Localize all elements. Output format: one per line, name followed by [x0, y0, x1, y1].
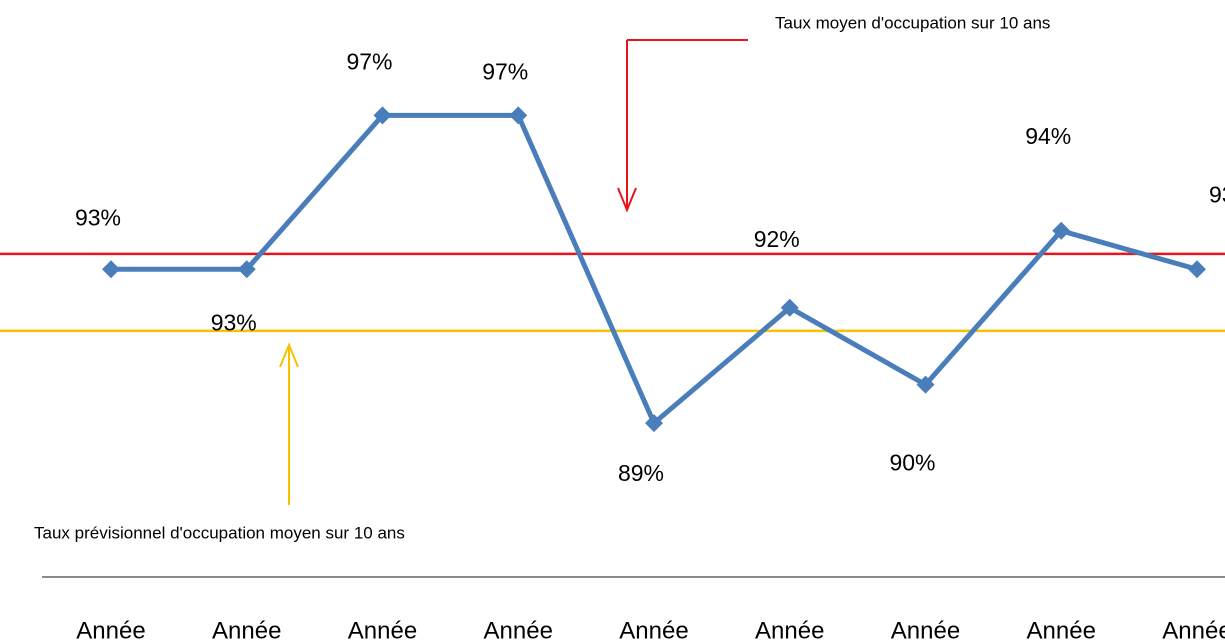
x-tick-label: Année [212, 617, 281, 642]
x-tick-label: Année [1027, 617, 1096, 642]
x-tick-label: Année [619, 617, 688, 642]
x-tick-label: Année [891, 617, 960, 642]
data-label: 89% [618, 460, 664, 486]
x-tick-label: Année [755, 617, 824, 642]
data-point [373, 106, 392, 125]
x-tick-label: Année [348, 617, 417, 642]
data-point [237, 260, 256, 279]
data-label: 97% [482, 58, 528, 84]
annotation: Taux prévisionnel d'occupation moyen sur… [34, 523, 405, 542]
x-tick-label: Année [76, 617, 145, 642]
data-label: 93% [1209, 181, 1225, 207]
data-point [102, 260, 120, 279]
x-tick-label: Année [484, 617, 553, 642]
data-point [645, 414, 663, 433]
data-point [1052, 221, 1071, 240]
data-label: 97% [346, 48, 392, 74]
x-tick-label: Année [1162, 617, 1225, 642]
data-label: 94% [1025, 123, 1071, 149]
arrow-head [279, 342, 299, 368]
data-label: 92% [754, 226, 800, 252]
data-point [509, 106, 528, 125]
data-point [780, 298, 799, 317]
data-line [111, 112, 1198, 426]
data-label: 90% [889, 450, 935, 476]
data-point [1188, 260, 1206, 279]
data-point [916, 375, 935, 394]
annotation: Taux moyen d'occupation sur 10 ans [775, 13, 1050, 32]
data-label: 93% [75, 204, 121, 230]
arrow-head [617, 187, 637, 213]
data-label: 93% [211, 309, 257, 335]
